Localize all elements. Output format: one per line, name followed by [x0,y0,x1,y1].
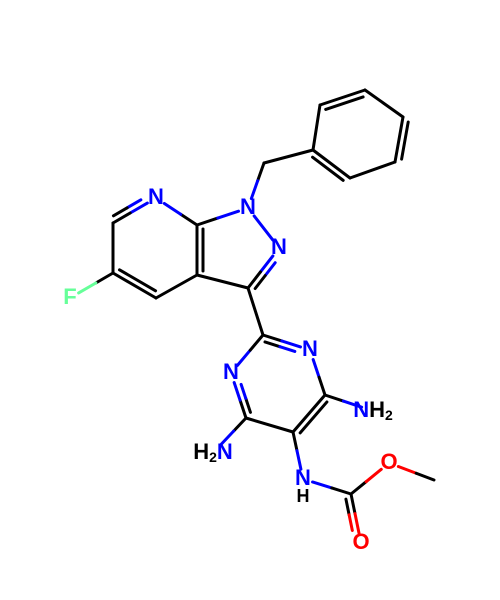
svg-text:O: O [352,529,369,554]
chemical-structure: NNNFNNNH2H2NHNOO [0,0,500,600]
svg-text:N: N [295,465,311,490]
svg-text:N: N [302,336,318,361]
svg-text:H2N: H2N [193,439,233,465]
svg-text:F: F [63,284,76,309]
svg-text:N: N [240,194,256,219]
svg-text:N: N [223,359,239,384]
svg-text:N: N [148,184,164,209]
svg-text:O: O [380,449,397,474]
svg-text:N: N [271,234,287,259]
svg-text:NH2: NH2 [353,397,393,423]
